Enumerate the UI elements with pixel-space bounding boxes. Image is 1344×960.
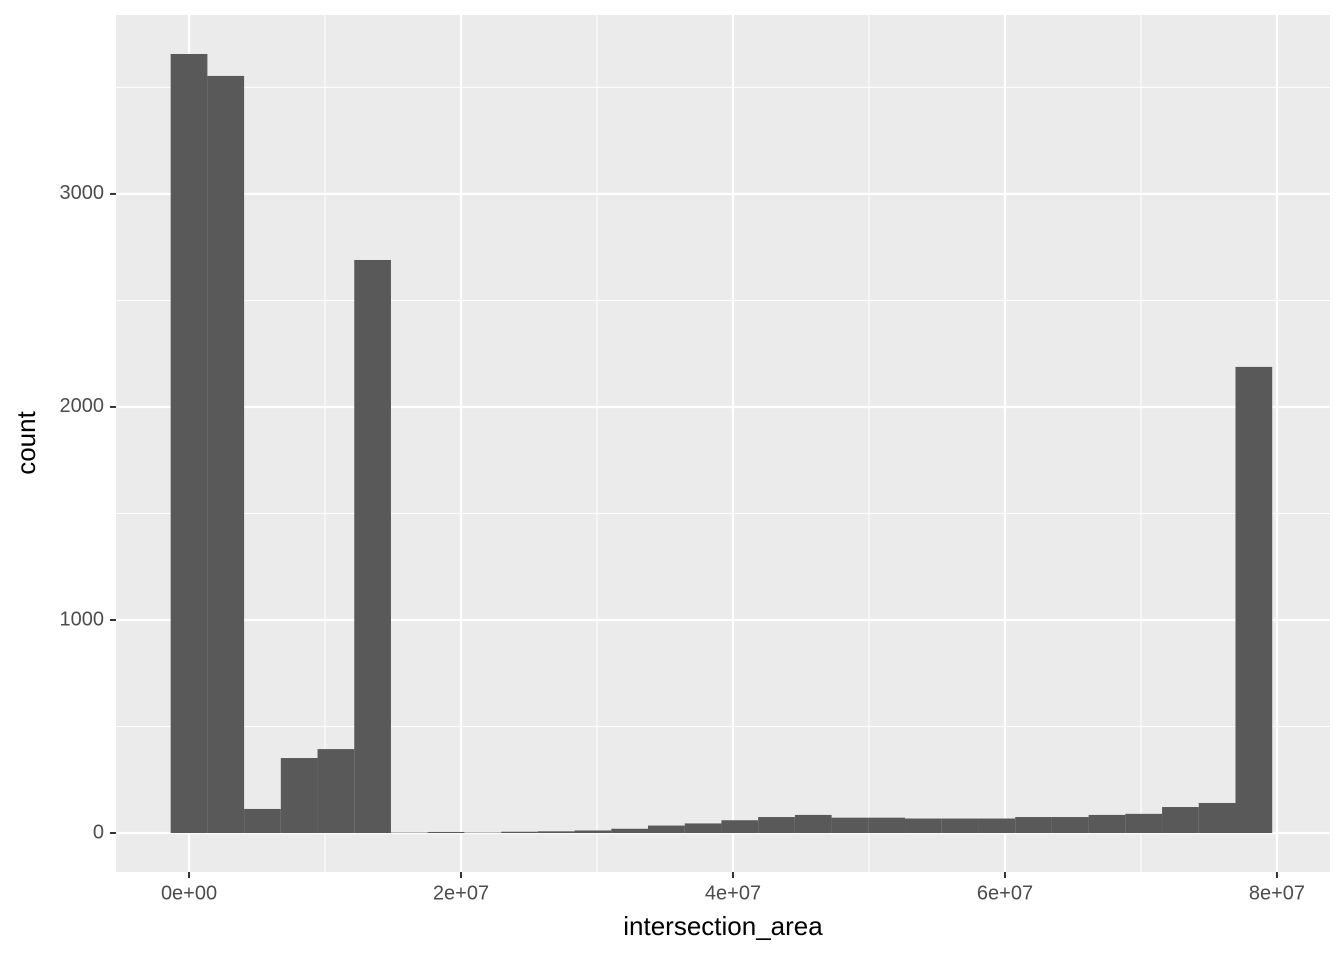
x-tick-label: 2e+07 bbox=[433, 882, 489, 904]
x-tick-label: 0e+00 bbox=[161, 882, 217, 904]
bar bbox=[574, 830, 612, 834]
bar bbox=[1235, 366, 1273, 834]
x-tick-label: 8e+07 bbox=[1249, 882, 1305, 904]
bar bbox=[648, 825, 685, 834]
bar bbox=[1162, 807, 1199, 834]
x-axis-title: intersection_area bbox=[623, 911, 823, 941]
bar bbox=[1051, 817, 1089, 834]
bar bbox=[427, 831, 465, 834]
y-axis-title: count bbox=[11, 410, 41, 474]
bar bbox=[537, 831, 575, 834]
bar bbox=[244, 808, 281, 834]
bar bbox=[501, 831, 538, 834]
bar bbox=[317, 749, 355, 834]
bar bbox=[941, 818, 979, 834]
bar bbox=[1198, 802, 1236, 834]
bar bbox=[721, 820, 759, 834]
bar bbox=[978, 818, 1016, 834]
bar bbox=[831, 817, 869, 834]
bar bbox=[684, 823, 722, 834]
bar bbox=[280, 758, 318, 834]
bar bbox=[905, 818, 942, 834]
bar bbox=[868, 817, 906, 834]
bar bbox=[354, 259, 391, 834]
x-tick-label: 4e+07 bbox=[705, 882, 761, 904]
bar bbox=[758, 817, 795, 834]
bar bbox=[207, 75, 245, 834]
bar bbox=[794, 814, 832, 834]
bar bbox=[611, 828, 649, 834]
y-tick-label: 1000 bbox=[60, 608, 105, 630]
bar bbox=[170, 53, 208, 834]
y-tick-label: 3000 bbox=[60, 182, 105, 204]
x-tick-label: 6e+07 bbox=[977, 882, 1033, 904]
bar bbox=[1125, 813, 1163, 834]
bar bbox=[1015, 817, 1052, 834]
bar bbox=[1088, 814, 1126, 834]
y-tick-label: 0 bbox=[93, 821, 104, 843]
y-tick-label: 2000 bbox=[60, 395, 105, 417]
panel bbox=[116, 15, 1330, 872]
